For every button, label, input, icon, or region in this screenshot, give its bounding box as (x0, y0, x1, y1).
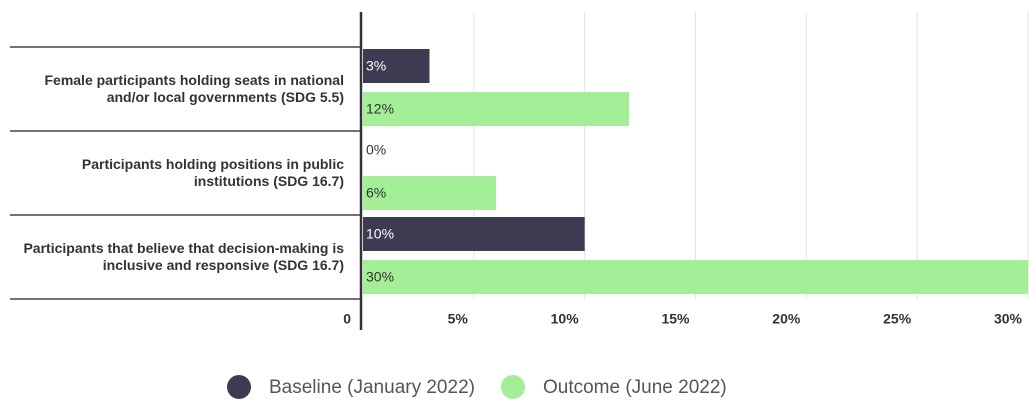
value-label: 0% (366, 142, 386, 158)
value-label: 3% (366, 58, 386, 74)
x-tick-label: 20% (772, 311, 801, 327)
x-tick-label: 10% (551, 311, 580, 327)
x-tick-label: 25% (883, 311, 912, 327)
x-tick-label: 30% (994, 311, 1023, 327)
value-label: 6% (366, 185, 386, 201)
bar (363, 260, 1028, 294)
legend-swatch (227, 375, 251, 399)
bar (363, 49, 430, 83)
legend-label: Outcome (June 2022) (543, 377, 727, 398)
legend-swatch (500, 375, 525, 399)
x-tick-label: 0 (343, 311, 351, 327)
bar (363, 217, 585, 251)
x-tick-label: 15% (661, 311, 690, 327)
category-label: Participants that believe that decision-… (23, 240, 344, 273)
category-label: Female participants holding seats in nat… (44, 72, 344, 105)
bar (363, 92, 629, 126)
legend-label: Baseline (January 2022) (269, 377, 475, 398)
value-label: 10% (366, 226, 394, 242)
value-label: 12% (366, 101, 394, 117)
category-label: Participants holding positions in public… (81, 156, 344, 189)
value-label: 30% (366, 269, 394, 285)
bar (363, 176, 496, 210)
x-tick-label: 5% (448, 311, 469, 327)
